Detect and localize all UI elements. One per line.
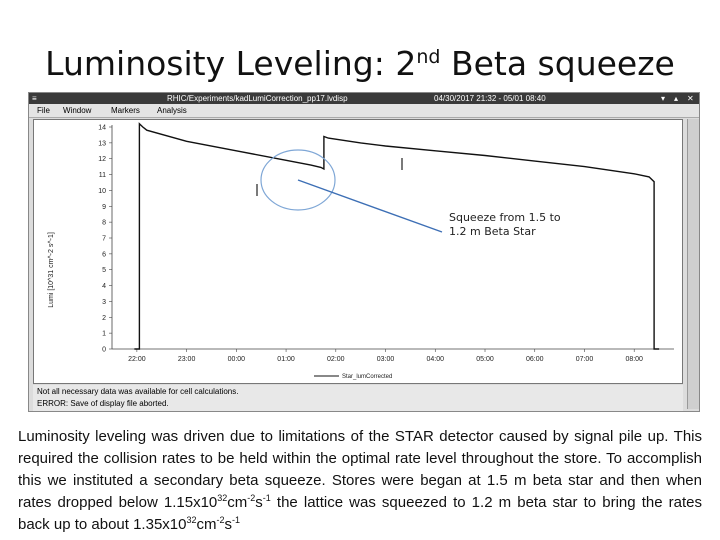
- menu-bar: File Window Markers Analysis: [29, 104, 699, 118]
- message-line: Not all necessary data was available for…: [37, 387, 239, 396]
- plot-frame: 0 1 2 3 4 5 6 7 8 9 10 11 12 13 14 22:00 23:00 00:00 01:0…: [33, 119, 683, 384]
- message-area: Not all necessary data was available for…: [33, 385, 683, 411]
- series-line-star-lumcorrected: [134, 122, 660, 350]
- vertical-scrollbar[interactable]: [687, 119, 699, 409]
- menu-markers[interactable]: Markers: [111, 106, 140, 115]
- highlight-circle: [260, 149, 336, 211]
- y-tick-label: 9: [102, 204, 106, 211]
- y-tick-label: 7: [102, 236, 106, 243]
- menu-analysis[interactable]: Analysis: [157, 106, 187, 115]
- y-tick-label: 2: [102, 315, 106, 322]
- x-tick-label: 23:00: [178, 356, 196, 363]
- y-tick-label: 14: [98, 125, 106, 132]
- x-tick-label: 07:00: [576, 356, 594, 363]
- y-tick-label: 13: [98, 140, 106, 147]
- x-tick-label: 05:00: [476, 356, 494, 363]
- menu-file[interactable]: File: [37, 106, 50, 115]
- menu-window[interactable]: Window: [63, 106, 92, 115]
- y-tick-label: 6: [102, 251, 106, 258]
- x-tick-label: 06:00: [526, 356, 544, 363]
- app-window: ≡ RHIC/Experiments/kadLumiCorrection_pp1…: [28, 92, 700, 412]
- y-tick-label: 12: [98, 156, 106, 163]
- slide-title: Luminosity Leveling: 2nd Beta squeeze: [45, 44, 675, 83]
- caption-text: Luminosity leveling was driven due to li…: [18, 428, 702, 533]
- window-title: RHIC/Experiments/kadLumiCorrection_pp17.…: [167, 94, 348, 103]
- x-tick-label: 01:00: [277, 356, 295, 363]
- x-tick-label: 04:00: [427, 356, 445, 363]
- y-tick-label: 4: [102, 283, 106, 290]
- annotation-line-2: 1.2 m Beta Star: [449, 225, 536, 238]
- legend-label: Star_lumCorrected: [342, 374, 392, 380]
- x-tick-label: 00:00: [228, 356, 246, 363]
- y-tick-label: 0: [102, 347, 106, 354]
- y-tick-label: 11: [99, 172, 106, 179]
- window-datetime: 04/30/2017 21:32 - 05/01 08:40: [434, 94, 546, 103]
- y-axis-label: Lumi [10^31 cm^-2 s^-1]: [48, 232, 55, 308]
- close-icon[interactable]: ✕: [687, 94, 694, 103]
- y-tick-label: 1: [102, 331, 106, 338]
- x-tick-label: 03:00: [377, 356, 395, 363]
- x-tick-label: 22:00: [128, 356, 146, 363]
- window-menu-icon[interactable]: ≡: [32, 94, 37, 103]
- y-tick-label: 8: [102, 220, 106, 227]
- x-tick-label: 08:00: [625, 356, 643, 363]
- y-tick-label: 5: [102, 267, 106, 274]
- maximize-icon[interactable]: ▴: [674, 94, 679, 103]
- window-titlebar: ≡ RHIC/Experiments/kadLumiCorrection_pp1…: [29, 93, 699, 104]
- y-tick-label: 3: [102, 299, 106, 306]
- minimize-icon[interactable]: ▾: [661, 94, 666, 103]
- annotation-line-1: Squeeze from 1.5 to: [449, 211, 561, 224]
- y-tick-label: 10: [98, 188, 106, 195]
- x-tick-label: 02:00: [327, 356, 345, 363]
- annotation-arrow: [297, 179, 443, 233]
- message-line: ERROR: Save of display file aborted.: [37, 399, 169, 408]
